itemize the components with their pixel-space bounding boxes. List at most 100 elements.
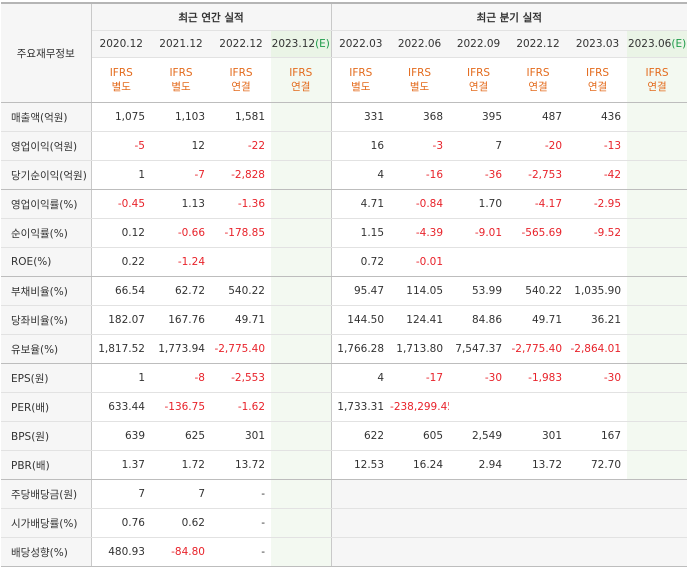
quarter-value-cell (449, 479, 509, 509)
quarter-value-cell (330, 479, 391, 509)
quarter-value-cell (449, 537, 509, 567)
annual-value-cell: 7 (91, 479, 151, 509)
quarter-value-cell: -565.69 (508, 218, 569, 248)
row-label: 당기순이익(억원) (1, 160, 92, 190)
period-label: 2023.12 (271, 38, 316, 50)
quarter-value-cell (390, 537, 450, 567)
annual-value-cell (271, 392, 332, 422)
period-label: 2023.06 (627, 38, 672, 50)
annual-value-cell (271, 421, 332, 451)
ifrs-row: IFRS 별도 IFRS 별도 IFRS 연결 IFRS 연결 IFRS 별도 IFRS 별도 IFRS… (1, 57, 688, 103)
annual-value-cell (271, 189, 332, 219)
quarter-value-cell (627, 479, 688, 509)
ifrs-basis-cell: IFRS 별도 (390, 57, 450, 103)
annual-value-cell: -2,553 (211, 363, 271, 393)
quarter-value-cell (627, 334, 688, 364)
quarter-value-cell (568, 392, 628, 422)
quarter-value-cell (627, 363, 688, 393)
quarter-value-cell: 1.15 (330, 218, 391, 248)
quarter-value-cell: 167 (568, 421, 628, 451)
quarter-value-cell: 124.41 (390, 305, 450, 335)
annual-value-cell: 13.72 (211, 450, 271, 480)
table-row: 시가배당률(%) 0.76 0.62- (1, 508, 688, 538)
ifrs-consolidation-type: 연결 (231, 81, 251, 93)
quarter-period-header: 2023.03 (568, 30, 628, 58)
quarter-value-cell (627, 102, 688, 132)
annual-value-cell: -7 (151, 160, 211, 190)
quarter-value-cell: 1,766.28 (330, 334, 391, 364)
annual-period-header: 2022.12 (211, 30, 271, 58)
annual-value-cell (271, 218, 332, 248)
row-label: 유보율(%) (1, 334, 92, 364)
annual-value-cell: 633.44 (91, 392, 151, 422)
annual-period-header: 2020.12 (91, 30, 151, 58)
quarter-value-cell (627, 189, 688, 219)
ifrs-standard: IFRS (645, 67, 669, 79)
quarter-value-cell: -2,864.01 (568, 334, 628, 364)
quarter-value-cell: 144.50 (330, 305, 391, 335)
quarter-value-cell: 16.24 (390, 450, 450, 480)
annual-value-cell: - (211, 537, 271, 567)
quarter-value-cell: 1.70 (449, 189, 509, 219)
header-group-row: 주요재무정보 최근 연간 실적 최근 분기 실적 (1, 2, 688, 103)
annual-value-cell: 0.76 (91, 508, 151, 538)
quarter-value-cell: 1,713.80 (390, 334, 450, 364)
ifrs-basis-cell: IFRS 연결 (568, 57, 628, 103)
ifrs-consolidation-type: 별도 (171, 81, 191, 93)
annual-value-cell: -2,828 (211, 160, 271, 190)
ifrs-consolidation-type: 별도 (351, 81, 371, 93)
quarter-value-cell: 487 (508, 102, 569, 132)
annual-period-header: 2021.12 (151, 30, 211, 58)
ifrs-standard: IFRS (407, 67, 432, 79)
ifrs-basis-cell: IFRS 별도 (151, 57, 211, 103)
row-label: 주당배당금(원) (1, 479, 92, 509)
period-label: 2021.12 (159, 38, 203, 50)
annual-value-cell: 12 (151, 131, 211, 161)
annual-value-cell (271, 102, 332, 132)
quarter-value-cell: -9.01 (449, 218, 509, 248)
quarter-value-cell (627, 537, 688, 567)
quarter-value-cell (330, 537, 391, 567)
annual-value-cell: 1.72 (151, 450, 211, 480)
quarter-value-cell: 72.70 (568, 450, 628, 480)
quarter-value-cell: -17 (390, 363, 450, 393)
annual-value-cell: 1 (91, 160, 151, 190)
quarter-value-cell: 540.22 (508, 276, 569, 306)
quarter-value-cell (627, 131, 688, 161)
table-row: BPS(원) 639 625 301 622 605 2,549 301 167 (1, 421, 688, 451)
quarter-value-cell: -20 (508, 131, 569, 161)
annual-value-cell: 7 (151, 479, 211, 509)
ifrs-consolidation-type: 별도 (111, 81, 131, 93)
annual-value-cell: 1.37 (91, 450, 151, 480)
annual-value-cell: 1 (91, 363, 151, 393)
quarter-value-cell: 395 (449, 102, 509, 132)
table-row: 매출액(억원) 1,075 1,103 1,581 331 368 395 487 436 (1, 102, 688, 132)
quarter-value-cell: 2,549 (449, 421, 509, 451)
quarter-value-cell: 16 (330, 131, 391, 161)
period-label: 2022.09 (456, 38, 501, 50)
quarter-value-cell (627, 218, 688, 248)
quarter-value-cell (390, 508, 450, 538)
annual-value-cell: 625 (151, 421, 211, 451)
quarter-value-cell (627, 508, 688, 538)
period-label: 2022.03 (339, 38, 383, 50)
annual-value-cell: 1,817.52 (91, 334, 151, 364)
annual-value-cell: -8 (151, 363, 211, 393)
quarter-period-header: 2023.06(E) (627, 30, 688, 58)
quarter-value-cell (390, 479, 450, 509)
ifrs-consolidation-type: 연결 (647, 81, 667, 93)
ifrs-consolidation-type: 연결 (291, 81, 311, 93)
quarter-value-cell: -0.01 (390, 247, 450, 277)
row-label: 영업이익률(%) (1, 189, 92, 219)
quarter-value-cell (627, 305, 688, 335)
quarter-value-cell (627, 247, 688, 277)
row-label: BPS(원) (1, 421, 92, 451)
annual-value-cell: 1,075 (91, 102, 151, 132)
quarter-value-cell: -2,753 (508, 160, 569, 190)
ifrs-standard: IFRS (585, 67, 610, 79)
quarter-value-cell: -30 (568, 363, 628, 393)
ifrs-basis-cell: IFRS 연결 (508, 57, 569, 103)
quarter-value-cell: 1,035.90 (568, 276, 628, 306)
annual-value-cell: - (211, 508, 271, 538)
row-label: 배당성향(%) (1, 537, 92, 567)
